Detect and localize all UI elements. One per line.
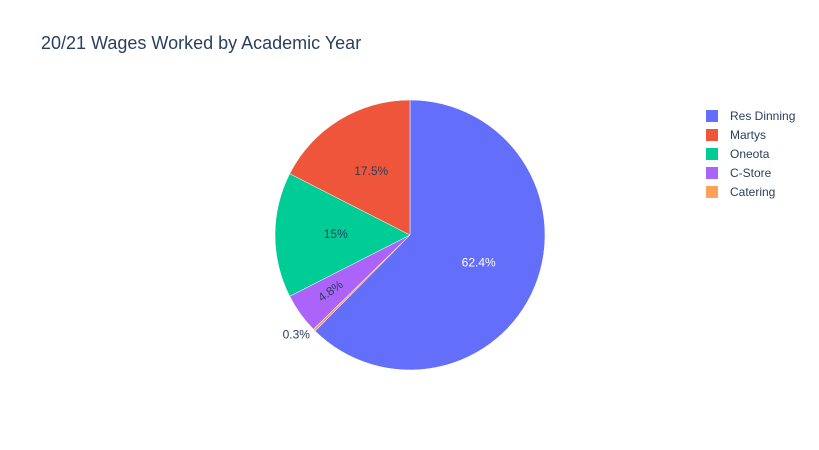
legend-swatch [706, 166, 718, 179]
slice-label-oneota: 15% [324, 227, 348, 241]
legend-label: Oneota [730, 146, 770, 161]
slice-label-res-dinning: 62.4% [462, 255, 496, 269]
legend-item-catering[interactable]: Catering [706, 182, 795, 201]
legend-label: C-Store [730, 165, 772, 180]
legend-swatch [706, 109, 718, 122]
legend-item-martys[interactable]: Martys [706, 125, 795, 144]
pie-slice-res-dinning[interactable] [314, 99, 546, 371]
legend-swatch [706, 185, 718, 198]
pie-slice-martys[interactable] [289, 99, 411, 236]
legend-item-c-store[interactable]: C-Store [706, 163, 795, 182]
legend-swatch [706, 147, 718, 160]
legend-label: Martys [730, 127, 766, 142]
pie-slice-oneota[interactable] [274, 173, 411, 297]
legend-item-oneota[interactable]: Oneota [706, 144, 795, 163]
slice-label-catering: 0.3% [283, 327, 311, 341]
legend-label: Res Dinning [730, 108, 796, 123]
legend-swatch [706, 128, 718, 141]
legend-label: Catering [730, 184, 776, 199]
legend: Res Dinning Martys Oneota C-Store Catering [706, 106, 795, 201]
slice-label-martys: 17.5% [354, 164, 388, 178]
chart-title: 20/21 Wages Worked by Academic Year [41, 33, 362, 53]
legend-item-res-dinning[interactable]: Res Dinning [706, 106, 795, 125]
